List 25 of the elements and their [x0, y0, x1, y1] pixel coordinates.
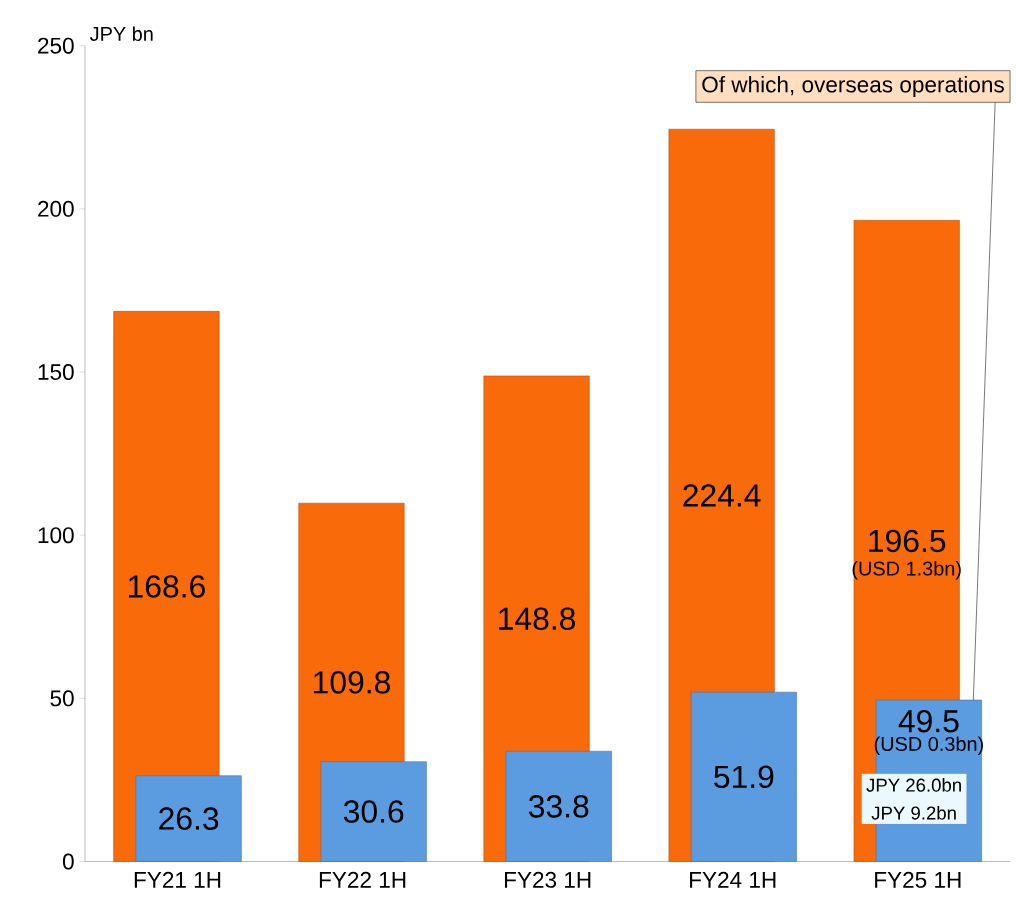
- data-label: 26.3: [159, 807, 219, 830]
- annotation: JPY 9.2bn: [871, 805, 956, 820]
- y-axis-title: JPY bn: [89, 26, 153, 41]
- x-tick-label: FY25 1H: [875, 871, 961, 888]
- data-label: 49.5: [898, 709, 959, 733]
- x-tick-label: FY24 1H: [690, 871, 776, 888]
- data-label: 30.6: [343, 800, 404, 823]
- annotation: Of which, overseas operations: [702, 75, 1004, 97]
- x-tick-label: FY21 1H: [134, 871, 221, 888]
- y-tick-label: 150: [38, 363, 74, 380]
- y-tick-label: 200: [38, 200, 74, 217]
- data-label: 168.6: [128, 574, 205, 598]
- x-tick-label: FY23 1H: [504, 871, 591, 888]
- data-label: 196.5: [869, 529, 946, 552]
- data-label: 109.8: [314, 670, 390, 694]
- data-label: 33.8: [528, 794, 589, 818]
- annotation: JPY 26.0bn: [866, 777, 961, 792]
- y-tick-label: 100: [38, 526, 74, 543]
- y-tick-label: 0: [62, 853, 74, 870]
- data-label: 148.8: [499, 607, 576, 630]
- y-tick-label: 250: [38, 37, 74, 54]
- data-label: 224.4: [683, 484, 761, 507]
- data-label: 51.9: [714, 765, 774, 788]
- y-tick-label: 50: [50, 690, 74, 707]
- x-tick-label: FY22 1H: [319, 871, 406, 888]
